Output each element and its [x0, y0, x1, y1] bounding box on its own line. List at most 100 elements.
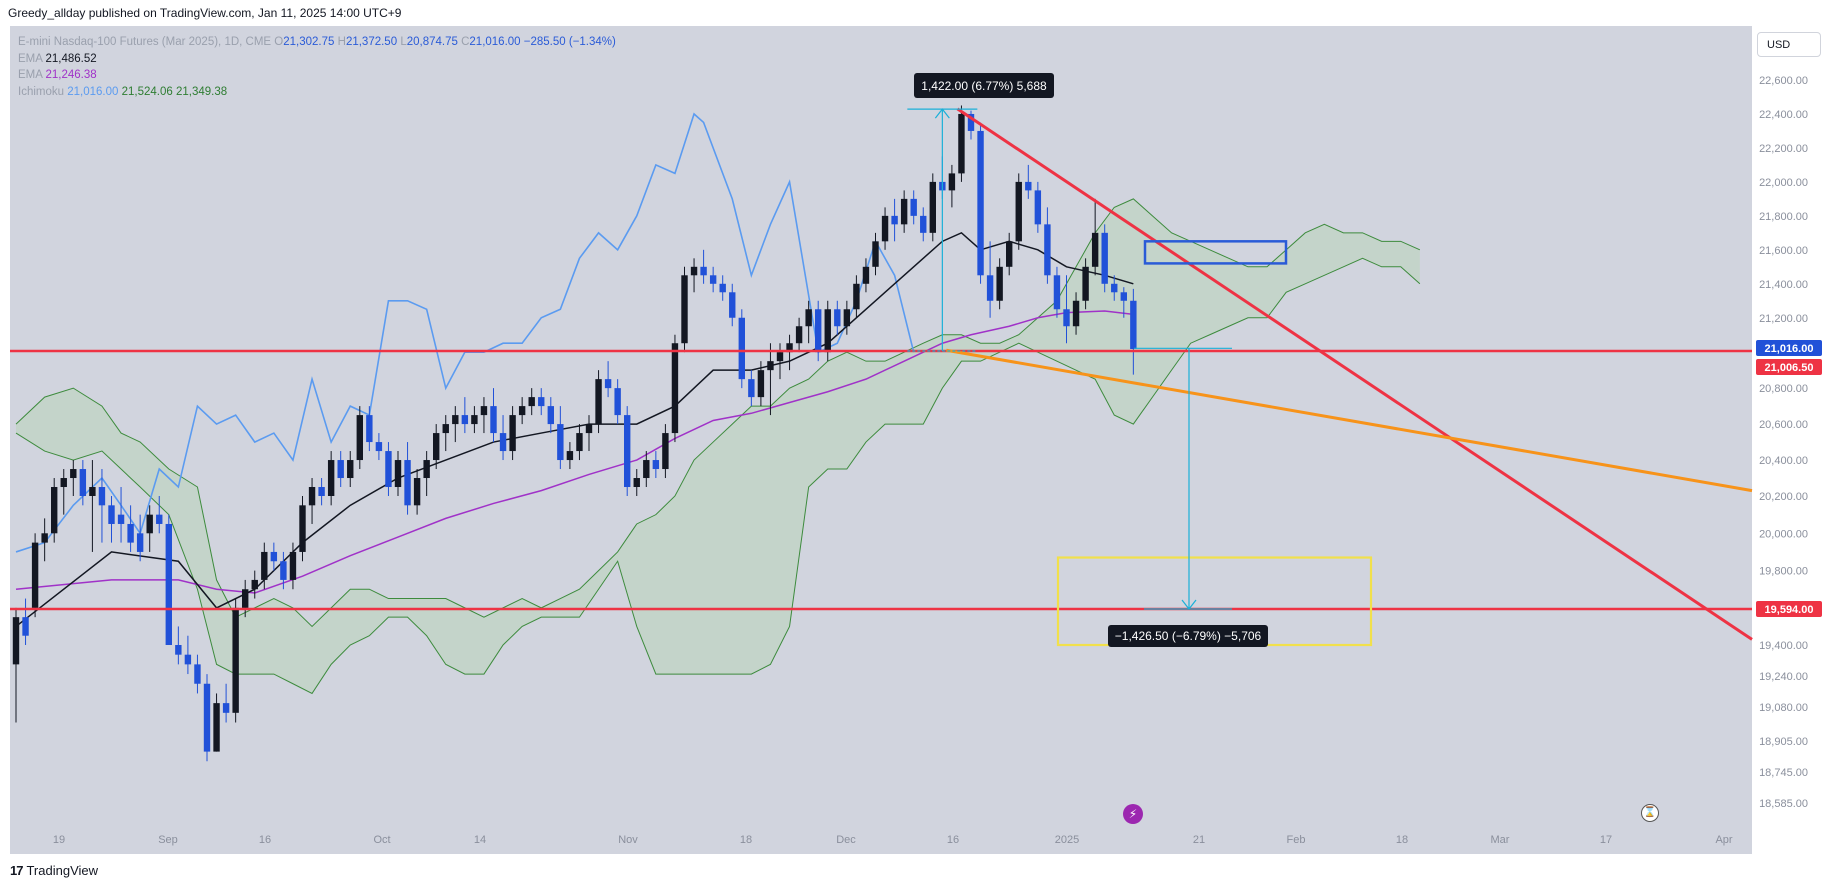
- x-tick-label: Dec: [836, 834, 856, 846]
- y-tick-label: 21,200.00: [1759, 313, 1808, 325]
- candle: [662, 424, 669, 479]
- cloud-span-b-line: [15, 257, 1421, 695]
- candle: [853, 275, 860, 318]
- hourglass-icon[interactable]: ⌛: [1641, 804, 1659, 822]
- candle: [117, 487, 125, 543]
- currency-button[interactable]: USD: [1757, 32, 1821, 57]
- candle: [604, 361, 612, 398]
- candle-body: [604, 379, 612, 389]
- candle-body: [117, 514, 125, 524]
- candle: [413, 469, 421, 515]
- y-tick-label: 19,080.00: [1759, 702, 1808, 714]
- y-tick-label: 20,400.00: [1759, 455, 1808, 467]
- candle-body: [375, 442, 383, 452]
- candle-body: [977, 130, 984, 276]
- candle-body: [261, 551, 268, 580]
- price-axis: [1752, 26, 1835, 854]
- candle: [79, 460, 87, 506]
- candle: [270, 542, 278, 571]
- candle-body: [528, 397, 535, 407]
- candle: [518, 397, 526, 425]
- x-tick-label: Mar: [1491, 834, 1510, 846]
- candle-body: [394, 460, 402, 488]
- candle: [347, 451, 354, 488]
- ichimoku-span-b-value: 21,349.38: [175, 85, 228, 98]
- candle: [881, 207, 889, 250]
- candle: [433, 424, 440, 470]
- candle: [643, 451, 650, 488]
- x-tick-label: Apr: [1715, 834, 1732, 846]
- candle-body: [786, 343, 793, 353]
- candle: [136, 514, 144, 562]
- candle-body: [480, 406, 488, 416]
- x-tick-label: 18: [1396, 834, 1408, 846]
- candle: [375, 433, 383, 461]
- x-tick-label: Feb: [1287, 834, 1306, 846]
- candle-body: [566, 451, 574, 461]
- ema-slow-value: 21,246.38: [45, 69, 97, 81]
- candle: [948, 164, 956, 208]
- candle-body: [643, 460, 650, 479]
- candle: [872, 232, 879, 276]
- x-tick-label: 16: [947, 834, 959, 846]
- legend-row-symbol: E-mini Nasdaq-100 Futures (Mar 2025), 1D…: [18, 34, 616, 51]
- candle-body: [1053, 275, 1061, 310]
- candle: [986, 241, 994, 318]
- close-label: C: [461, 36, 470, 48]
- candle: [652, 451, 660, 479]
- candle-body: [461, 415, 469, 425]
- price-label-box: [1756, 601, 1822, 617]
- measure-down-label-box: [1108, 625, 1268, 647]
- change-value: −285.50 (−1.34%): [523, 36, 616, 48]
- candle: [261, 542, 268, 590]
- lightning-icon[interactable]: ⚡: [1123, 804, 1143, 824]
- ema-slow-label: EMA: [18, 69, 43, 81]
- candle-body: [423, 460, 430, 479]
- candle-body: [356, 415, 363, 461]
- ichimoku-span-a-value: 21,524.06: [121, 85, 173, 98]
- y-tick-label: 21,800.00: [1759, 211, 1808, 223]
- candle: [222, 683, 230, 723]
- candle: [700, 249, 707, 284]
- candle: [442, 415, 449, 452]
- candle-body: [146, 514, 153, 534]
- candle-body: [853, 283, 860, 310]
- candle: [394, 451, 402, 496]
- candle-body: [471, 415, 478, 425]
- candle: [366, 406, 373, 452]
- candle-body: [1120, 292, 1127, 301]
- candle: [1111, 275, 1118, 301]
- candle-body: [929, 181, 936, 233]
- drawings: 1,422.00 (6.77%) 5,688 −1,426.50 (−6.79%)…: [10, 73, 1753, 647]
- candle: [146, 505, 153, 552]
- candle-body: [318, 487, 325, 496]
- candle: [509, 406, 516, 461]
- candle-body: [538, 397, 545, 407]
- candle: [1034, 181, 1042, 233]
- x-tick-label: 21: [1193, 834, 1205, 846]
- candle-body: [920, 215, 927, 233]
- chart-legend: E-mini Nasdaq-100 Futures (Mar 2025), 1D…: [18, 34, 616, 100]
- candle-body: [385, 451, 392, 488]
- candle-body: [242, 589, 249, 608]
- candle: [862, 258, 870, 293]
- candle: [318, 478, 325, 506]
- candle-body: [881, 215, 889, 242]
- candle-body: [585, 424, 593, 434]
- candle: [232, 598, 239, 723]
- candle-body: [156, 514, 163, 524]
- candle-body: [98, 487, 106, 506]
- candle: [1120, 287, 1127, 318]
- candle-body: [719, 283, 726, 293]
- candle-body: [1091, 232, 1099, 267]
- candle-body: [60, 478, 67, 488]
- candle: [729, 283, 736, 327]
- candle-body: [270, 551, 278, 562]
- candle-body: [280, 561, 287, 580]
- candle: [203, 674, 211, 762]
- candle-body: [175, 645, 182, 655]
- x-tick-label: Sep: [158, 834, 178, 846]
- y-tick-label: 19,400.00: [1759, 640, 1808, 652]
- candle: [1130, 288, 1137, 375]
